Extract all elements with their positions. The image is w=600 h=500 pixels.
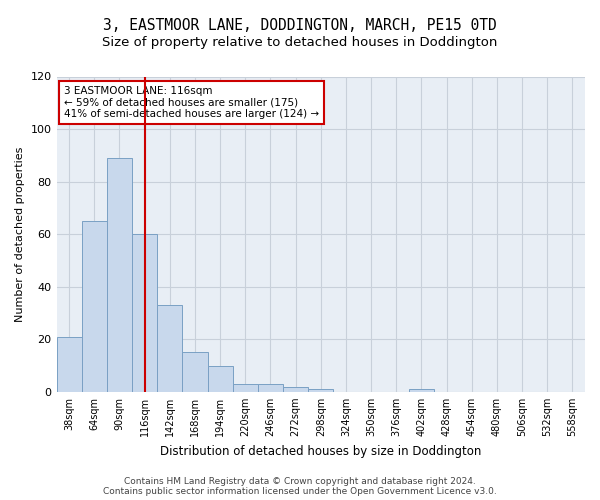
Bar [157, 305, 182, 392]
Bar [409, 389, 434, 392]
Bar [283, 386, 308, 392]
Text: 3, EASTMOOR LANE, DODDINGTON, MARCH, PE15 0TD: 3, EASTMOOR LANE, DODDINGTON, MARCH, PE1… [103, 18, 497, 32]
X-axis label: Distribution of detached houses by size in Doddington: Distribution of detached houses by size … [160, 444, 481, 458]
Text: Contains HM Land Registry data © Crown copyright and database right 2024.
Contai: Contains HM Land Registry data © Crown c… [103, 476, 497, 496]
Y-axis label: Number of detached properties: Number of detached properties [15, 146, 25, 322]
Bar [56, 336, 82, 392]
Bar [82, 221, 107, 392]
Bar [107, 158, 132, 392]
Bar [308, 389, 334, 392]
Bar [182, 352, 208, 392]
Bar [233, 384, 258, 392]
Text: Size of property relative to detached houses in Doddington: Size of property relative to detached ho… [103, 36, 497, 49]
Bar [132, 234, 157, 392]
Text: 3 EASTMOOR LANE: 116sqm
← 59% of detached houses are smaller (175)
41% of semi-d: 3 EASTMOOR LANE: 116sqm ← 59% of detache… [64, 86, 319, 119]
Bar [258, 384, 283, 392]
Bar [208, 366, 233, 392]
